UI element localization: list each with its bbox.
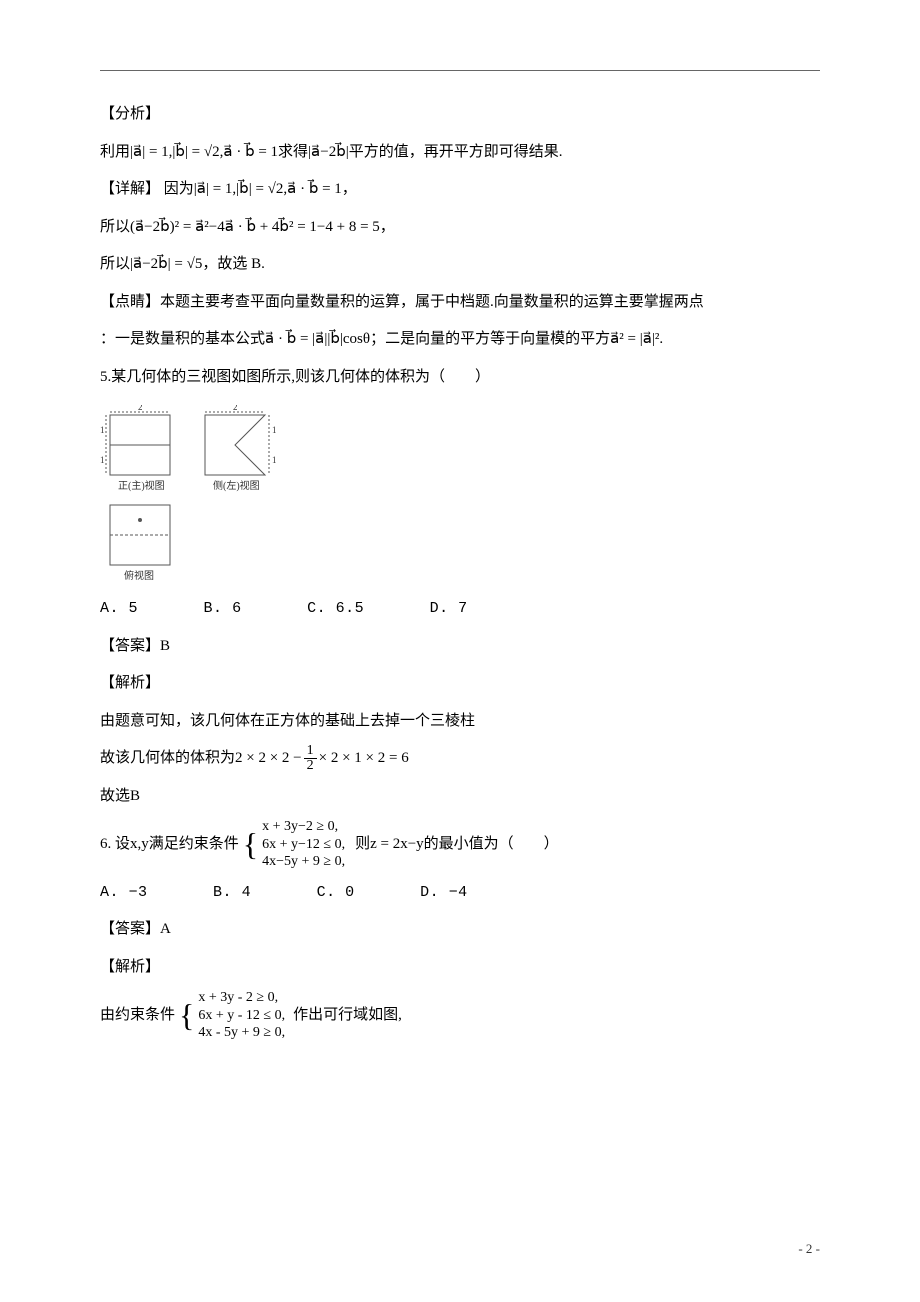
q6-choice-c: C. 0 [317, 884, 383, 901]
q6-choice-d: D. −4 [420, 884, 496, 901]
q5-explain-1: 由题意可知，该几何体在正方体的基础上去掉一个三棱柱 [100, 706, 820, 738]
q5-explain-2a: 故该几何体的体积为2 × 2 × 2 − [100, 743, 302, 775]
q5-answer-value: B [160, 638, 170, 654]
side-top-dim: 2 [233, 405, 238, 412]
q6-explain-suffix: 作出可行域如图, [293, 1000, 402, 1032]
q6-brace2-l2: 6x + y - 12 ≤ 0, [198, 1007, 285, 1025]
q6-stem: 6. 设x,y满足约束条件 { x + 3y−2 ≥ 0, 6x + y−12 … [100, 818, 820, 871]
q5-explain-3: 故选B [100, 781, 820, 813]
q6-brace2: { [179, 999, 194, 1031]
q6-answer-value: A [160, 921, 171, 937]
q5-stem: 5.某几何体的三视图如图所示,则该几何体的体积为（ ） [100, 362, 820, 394]
front-top-dim: 2 [138, 405, 143, 412]
top-view-label: 俯视图 [124, 569, 154, 582]
q5-explain-2b: × 2 × 1 × 2 = 6 [319, 743, 409, 775]
q4-detail-line2: 所以(a⃗−2b⃗)² = a⃗²−4a⃗ · b⃗ + 4b⃗² = 1−4 … [100, 212, 820, 244]
q6-stem-suffix: 则z = 2x−y的最小值为（ ） [355, 829, 559, 861]
q5-choice-c: C. 6.5 [307, 600, 392, 617]
q6-brace2-lines: x + 3y - 2 ≥ 0, 6x + y - 12 ≤ 0, 4x - 5y… [198, 989, 285, 1042]
front-view-label: 正(主)视图 [118, 479, 165, 492]
q6-choice-a: A. −3 [100, 884, 176, 901]
q4-detail-label: 【详解】 [100, 181, 160, 197]
q4-detail-text1: 因为|a⃗| = 1,|b⃗| = √2,a⃗ · b⃗ = 1， [164, 181, 357, 197]
side-view-label: 侧(左)视图 [213, 479, 260, 492]
q6-brace-l1: x + 3y−2 ≥ 0, [262, 818, 345, 836]
q5-answer-label: 【答案】 [100, 638, 160, 654]
front-left-dim-1: 1 [100, 425, 105, 435]
q4-comment-line2: ：一是数量积的基本公式a⃗ · b⃗ = |a⃗||b⃗|cosθ；二是向量的平… [100, 324, 820, 356]
q5-frac-num: 1 [304, 744, 317, 759]
q6-explain-line: 由约束条件 { x + 3y - 2 ≥ 0, 6x + y - 12 ≤ 0,… [100, 989, 820, 1042]
q6-brace-l3: 4x−5y + 9 ≥ 0, [262, 853, 345, 871]
q6-brace2-l3: 4x - 5y + 9 ≥ 0, [198, 1024, 285, 1042]
q6-choices: A. −3 B. 4 C. 0 D. −4 [100, 877, 820, 909]
page-number: - 2 - [798, 1235, 820, 1262]
three-views-svg: 2 1 1 正(主)视图 2 1 1 侧(左)视图 [100, 405, 310, 585]
q6-brace-l2: 6x + y−12 ≤ 0, [262, 836, 345, 854]
q4-comment-line1: 【点睛】本题主要考查平面向量数量积的运算，属于中档题.向量数量积的运算主要掌握两… [100, 287, 820, 319]
q4-analysis-label: 【分析】 [100, 99, 820, 131]
q5-frac: 1 2 [304, 744, 317, 773]
q5-explain-label: 【解析】 [100, 668, 820, 700]
q6-brace-lines: x + 3y−2 ≥ 0, 6x + y−12 ≤ 0, 4x−5y + 9 ≥… [262, 818, 345, 871]
q6-brace2-l1: x + 3y - 2 ≥ 0, [198, 989, 285, 1007]
q6-answer-label: 【答案】 [100, 921, 160, 937]
page-container: 【分析】 利用|a⃗| = 1,|b⃗| = √2,a⃗ · b⃗ = 1求得|… [0, 0, 920, 1302]
side-right-dim-1: 1 [272, 425, 277, 435]
q5-choices: A. 5 B. 6 C. 6.5 D. 7 [100, 593, 820, 625]
q6-stem-prefix: 6. 设x,y满足约束条件 [100, 829, 239, 861]
q4-comment-text1: 本题主要考查平面向量数量积的运算，属于中档题.向量数量积的运算主要掌握两点 [160, 294, 704, 310]
front-left-dim-2: 1 [100, 455, 105, 465]
q5-explain-2: 故该几何体的体积为2 × 2 × 2 − 1 2 × 2 × 1 × 2 = 6 [100, 743, 820, 775]
q5-choice-d: D. 7 [430, 600, 496, 617]
q4-detail-line1: 【详解】 因为|a⃗| = 1,|b⃗| = √2,a⃗ · b⃗ = 1， [100, 174, 820, 206]
q6-choice-b: B. 4 [213, 884, 279, 901]
q5-answer: 【答案】B [100, 631, 820, 663]
q6-brace: { [243, 828, 258, 860]
q6-explain-prefix: 由约束条件 [100, 1000, 175, 1032]
q4-analysis-text: 利用|a⃗| = 1,|b⃗| = √2,a⃗ · b⃗ = 1求得|a⃗−2b… [100, 137, 820, 169]
q4-comment-label: 【点睛】 [100, 294, 160, 310]
q5-frac-den: 2 [304, 759, 317, 773]
q5-choice-b: B. 6 [204, 600, 270, 617]
q6-explain-label: 【解析】 [100, 952, 820, 984]
q5-choice-a: A. 5 [100, 600, 166, 617]
q5-views-figure: 2 1 1 正(主)视图 2 1 1 侧(左)视图 [100, 405, 820, 585]
side-right-dim-2: 1 [272, 455, 277, 465]
q4-detail-line3: 所以|a⃗−2b⃗| = √5，故选 B. [100, 249, 820, 281]
top-rule [100, 70, 820, 71]
q6-answer: 【答案】A [100, 914, 820, 946]
